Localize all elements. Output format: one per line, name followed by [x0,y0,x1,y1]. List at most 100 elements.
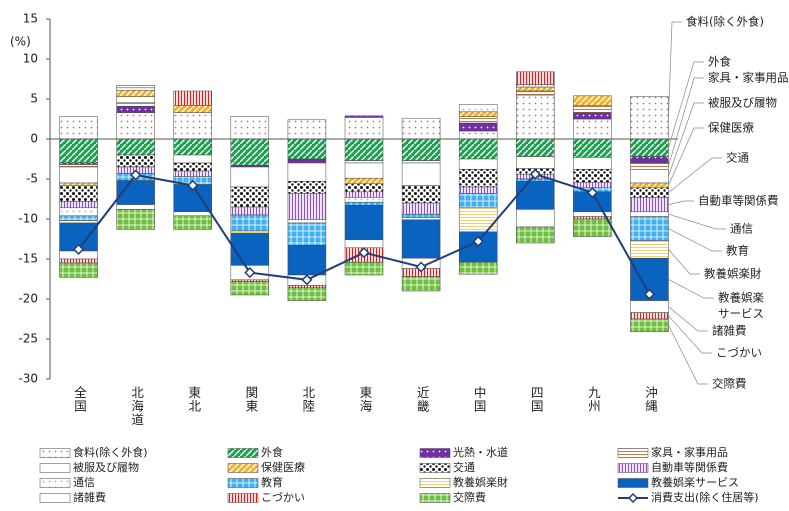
bar-segment [401,162,441,186]
annotation-leader [668,325,708,385]
bar-segment [344,177,384,185]
annotation-leader [668,157,722,193]
bar-segment [344,261,384,276]
bar-segment [59,185,98,202]
annotation-leader [668,213,726,230]
legend-swatch [419,463,451,473]
bar-segment [458,122,498,132]
bar-segment [573,157,612,170]
bar-segment [116,105,155,113]
line-marker [472,235,484,247]
legend-label: 食料(除く外食) [73,445,148,459]
bar-segment [59,182,98,186]
bar-segment [401,138,441,161]
bar-segment [344,205,384,241]
bar-segment [516,86,555,92]
bar-segment [116,101,155,107]
bar-segment [230,281,270,296]
bar-segment [458,138,498,160]
line-marker [586,187,598,199]
bar-segment [630,96,669,140]
y-tick-label: 5 [30,92,38,106]
bar-segment [344,115,384,118]
y-tick-label: 10 [23,52,38,66]
x-tick-label: 全国 [72,385,87,413]
x-tick-label: 東海 [358,386,373,413]
x-tick-label: 近畿 [415,386,430,413]
bar-segment [630,216,669,241]
x-tick-label: 九州 [586,386,601,413]
y-tick-label: -30 [18,372,38,386]
legend-swatch [227,448,259,458]
bar-segment [401,160,441,164]
bar-segment [230,186,270,208]
bar-segment [458,130,498,140]
line-marker [415,261,427,273]
annotation: 交際費 [712,377,747,391]
y-tick-label: -20 [18,292,38,306]
bar-segment [116,112,155,140]
bar-segment [230,116,270,140]
bar-segment [630,197,669,213]
annotation-leader [668,306,708,332]
bar-segment [230,206,270,216]
legend-label: 光熱・水道 [453,445,508,459]
y-tick-label: -15 [18,252,38,266]
annotation-leader [668,228,722,252]
bar-segment [573,105,612,113]
bar-segment [344,117,384,140]
x-tick-label: 関東 [243,386,258,413]
bar-segment [516,156,555,169]
bar-segment [630,182,669,189]
bar-segment [401,217,441,221]
bar-segment [401,213,441,218]
bar-segment [59,220,98,224]
annotation-leader [668,21,682,118]
bar-segment [401,117,441,140]
bar-segment [401,276,441,292]
annotation: 食料(除く外食) [686,15,764,29]
line-marker [643,288,656,300]
bar-segment [630,300,669,313]
annotation-leader [668,200,694,205]
bar-segment [173,112,212,140]
bar-segment [630,138,669,157]
legend-swatch [39,478,71,488]
bar-segment [116,96,155,103]
y-tick-label: -5 [26,172,38,186]
bar-segment [344,160,384,164]
bar-segment [344,197,384,203]
bar-segment [287,222,327,246]
bar-segment [173,162,212,172]
bar-segment [344,162,384,179]
annotation-leader [668,249,700,275]
bar-segment [116,87,155,91]
x-tick-label: 四国 [529,386,544,413]
bar-segment [116,204,155,210]
bar-segment [59,215,98,221]
line-marker [244,267,256,279]
bar-segment [173,154,212,164]
line-marker [301,274,313,286]
bar-segment [230,166,270,188]
annotation: 交通 [726,151,749,165]
annotation: 家具・家事用品 [708,71,789,85]
bar-segment [59,164,98,168]
bar-segment [630,211,669,217]
bar-segment [573,218,612,237]
bar-segment [116,154,155,168]
legend-label: 教養娯楽サービス [651,475,739,489]
legend-marker [627,492,639,504]
legend-label: 通信 [73,476,95,489]
bar-segment [287,193,327,221]
bar-segment [573,181,612,189]
legend-label: 教育 [261,475,283,489]
bar-segment [401,202,441,215]
bar-segment [287,285,327,289]
legend-swatch [419,493,451,503]
legend-swatch [39,493,71,503]
legend-label: 消費支出(除く住居等) [651,490,759,504]
bar-segment [458,207,498,233]
bar-segment [59,207,98,217]
bar-segment [458,193,498,209]
